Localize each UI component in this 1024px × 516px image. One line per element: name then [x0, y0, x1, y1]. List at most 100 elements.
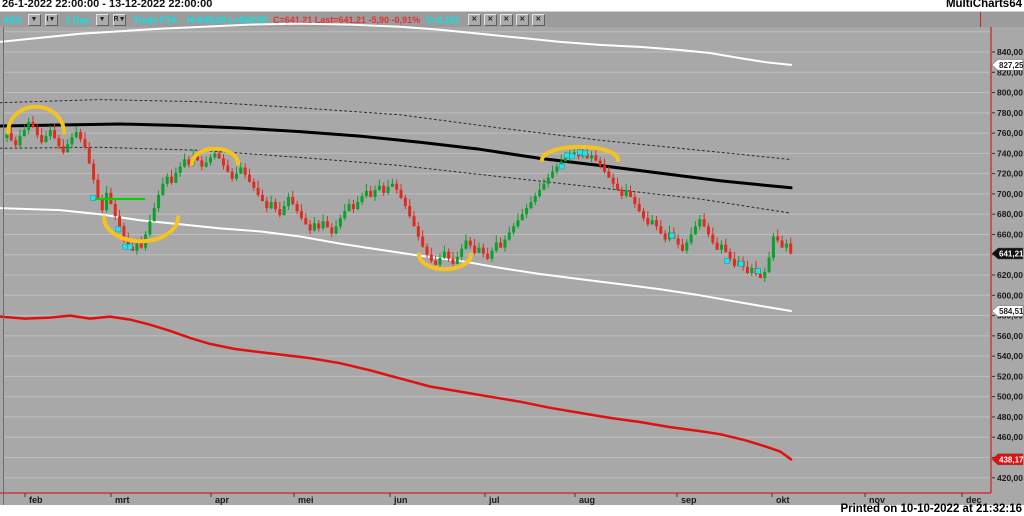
price-tick-label[interactable]: 800,00: [997, 88, 1023, 98]
price-tick-label[interactable]: 460,00: [997, 432, 1023, 442]
candle-body: [239, 167, 243, 174]
footer-bar: Printed on 10-10-2022 at 21:32:16: [0, 503, 1024, 516]
month-label[interactable]: nov: [869, 495, 885, 505]
candle-body: [174, 172, 178, 183]
trade-marker: [755, 268, 761, 274]
candle-body: [338, 218, 342, 227]
candle-body: [659, 226, 663, 234]
candle-body: [408, 206, 412, 217]
price-tick-label[interactable]: 500,00: [997, 392, 1023, 402]
price-tick-label[interactable]: 540,00: [997, 351, 1023, 361]
candle-body: [273, 202, 277, 210]
candle-body: [780, 240, 784, 248]
close-status-button[interactable]: ✕: [515, 13, 529, 26]
candle-body: [200, 160, 204, 167]
price-tick-label[interactable]: 560,00: [997, 331, 1023, 341]
candle-body: [520, 214, 524, 221]
month-label[interactable]: okt: [776, 495, 790, 505]
candle-body: [646, 218, 650, 225]
candle-body: [74, 132, 78, 138]
resolution-label[interactable]: 1 Day: [65, 14, 90, 25]
candle-body: [676, 238, 680, 245]
candle-body: [399, 189, 403, 198]
candle-body: [351, 204, 355, 210]
price-tick-label[interactable]: 740,00: [997, 148, 1023, 158]
candle-body: [53, 130, 57, 139]
candle-body: [546, 177, 550, 184]
candle-body: [217, 153, 221, 159]
close-status-button[interactable]: ✕: [467, 13, 481, 26]
candle-body: [507, 232, 511, 240]
candle-body: [620, 189, 624, 196]
price-tick-label[interactable]: 420,00: [997, 473, 1023, 483]
candle-body: [711, 234, 715, 243]
upper-band-white-line: [0, 22, 792, 66]
month-label[interactable]: apr: [215, 495, 230, 505]
price-tick-label[interactable]: 820,00: [997, 67, 1023, 77]
candle-body: [9, 133, 13, 141]
resolution-type-button[interactable]: R▼: [112, 13, 126, 26]
month-label[interactable]: jul: [488, 495, 500, 505]
strategy-label[interactable]: Trade FTA: [133, 14, 177, 25]
month-label[interactable]: mei: [298, 495, 314, 505]
candle-body: [343, 211, 347, 219]
candle-body: [390, 183, 394, 187]
resolution-dropdown-button[interactable]: ▼: [95, 13, 109, 26]
candle-body: [178, 166, 182, 173]
close-status-button[interactable]: ✕: [531, 13, 545, 26]
price-tick-label[interactable]: 720,00: [997, 169, 1023, 179]
candle-body: [126, 239, 130, 247]
trade-marker: [127, 243, 133, 250]
month-label[interactable]: jun: [393, 495, 408, 505]
price-tick-label[interactable]: 600,00: [997, 290, 1023, 300]
close-status-button[interactable]: ✕: [483, 13, 497, 26]
month-label[interactable]: feb: [29, 495, 43, 505]
month-label[interactable]: sep: [681, 495, 697, 505]
candle-body: [624, 190, 628, 196]
price-tick-label[interactable]: 480,00: [997, 412, 1023, 422]
candle-body: [663, 233, 667, 240]
candle-body: [516, 220, 520, 227]
candle-body: [477, 247, 481, 253]
trade-marker: [90, 195, 96, 201]
candle-body: [451, 258, 455, 264]
price-tick-label[interactable]: 660,00: [997, 229, 1023, 239]
price-tag: [991, 247, 1024, 260]
instrument-dropdown-button[interactable]: I▼: [44, 13, 58, 26]
candle-body: [209, 157, 213, 163]
price-tick-label[interactable]: 620,00: [997, 270, 1023, 280]
candle-body: [382, 185, 386, 193]
chevron-down-icon: ▼: [30, 15, 38, 23]
candle-body: [555, 166, 559, 172]
price-tag-label: 641,21: [999, 250, 1024, 259]
price-tick-label[interactable]: 700,00: [997, 189, 1023, 199]
candle-body: [460, 248, 464, 257]
candle-body: [22, 130, 26, 137]
candle-body: [92, 163, 96, 180]
month-label[interactable]: aug: [579, 495, 595, 505]
candle-body: [27, 121, 31, 131]
month-label[interactable]: dec: [966, 495, 982, 505]
candle-body: [48, 130, 52, 137]
candle-body: [118, 216, 122, 227]
candle-body: [330, 227, 334, 234]
close-status-button[interactable]: ✕: [499, 13, 513, 26]
symbol-dropdown-button[interactable]: ▼: [27, 13, 41, 26]
candle-body: [282, 206, 286, 216]
trade-marker: [564, 152, 570, 159]
price-tick-label[interactable]: 760,00: [997, 128, 1023, 138]
price-tick-label[interactable]: 680,00: [997, 209, 1023, 219]
price-tick-label[interactable]: 520,00: [997, 371, 1023, 381]
candle-body: [234, 173, 238, 179]
symbol-label[interactable]: AEX: [3, 14, 22, 25]
candle-body: [650, 220, 654, 225]
candle-body: [416, 226, 420, 237]
resolution-type-icon: R▼: [113, 15, 126, 23]
price-tick-label[interactable]: 780,00: [997, 108, 1023, 118]
price-tick-label[interactable]: 840,00: [997, 47, 1023, 57]
chart-title-bar: 26-1-2022 22:00:00 - 13-12-2022 22:00:00…: [0, 0, 1024, 11]
candle-body: [551, 171, 555, 178]
candle-body: [693, 226, 697, 235]
month-label[interactable]: mrt: [115, 495, 130, 505]
